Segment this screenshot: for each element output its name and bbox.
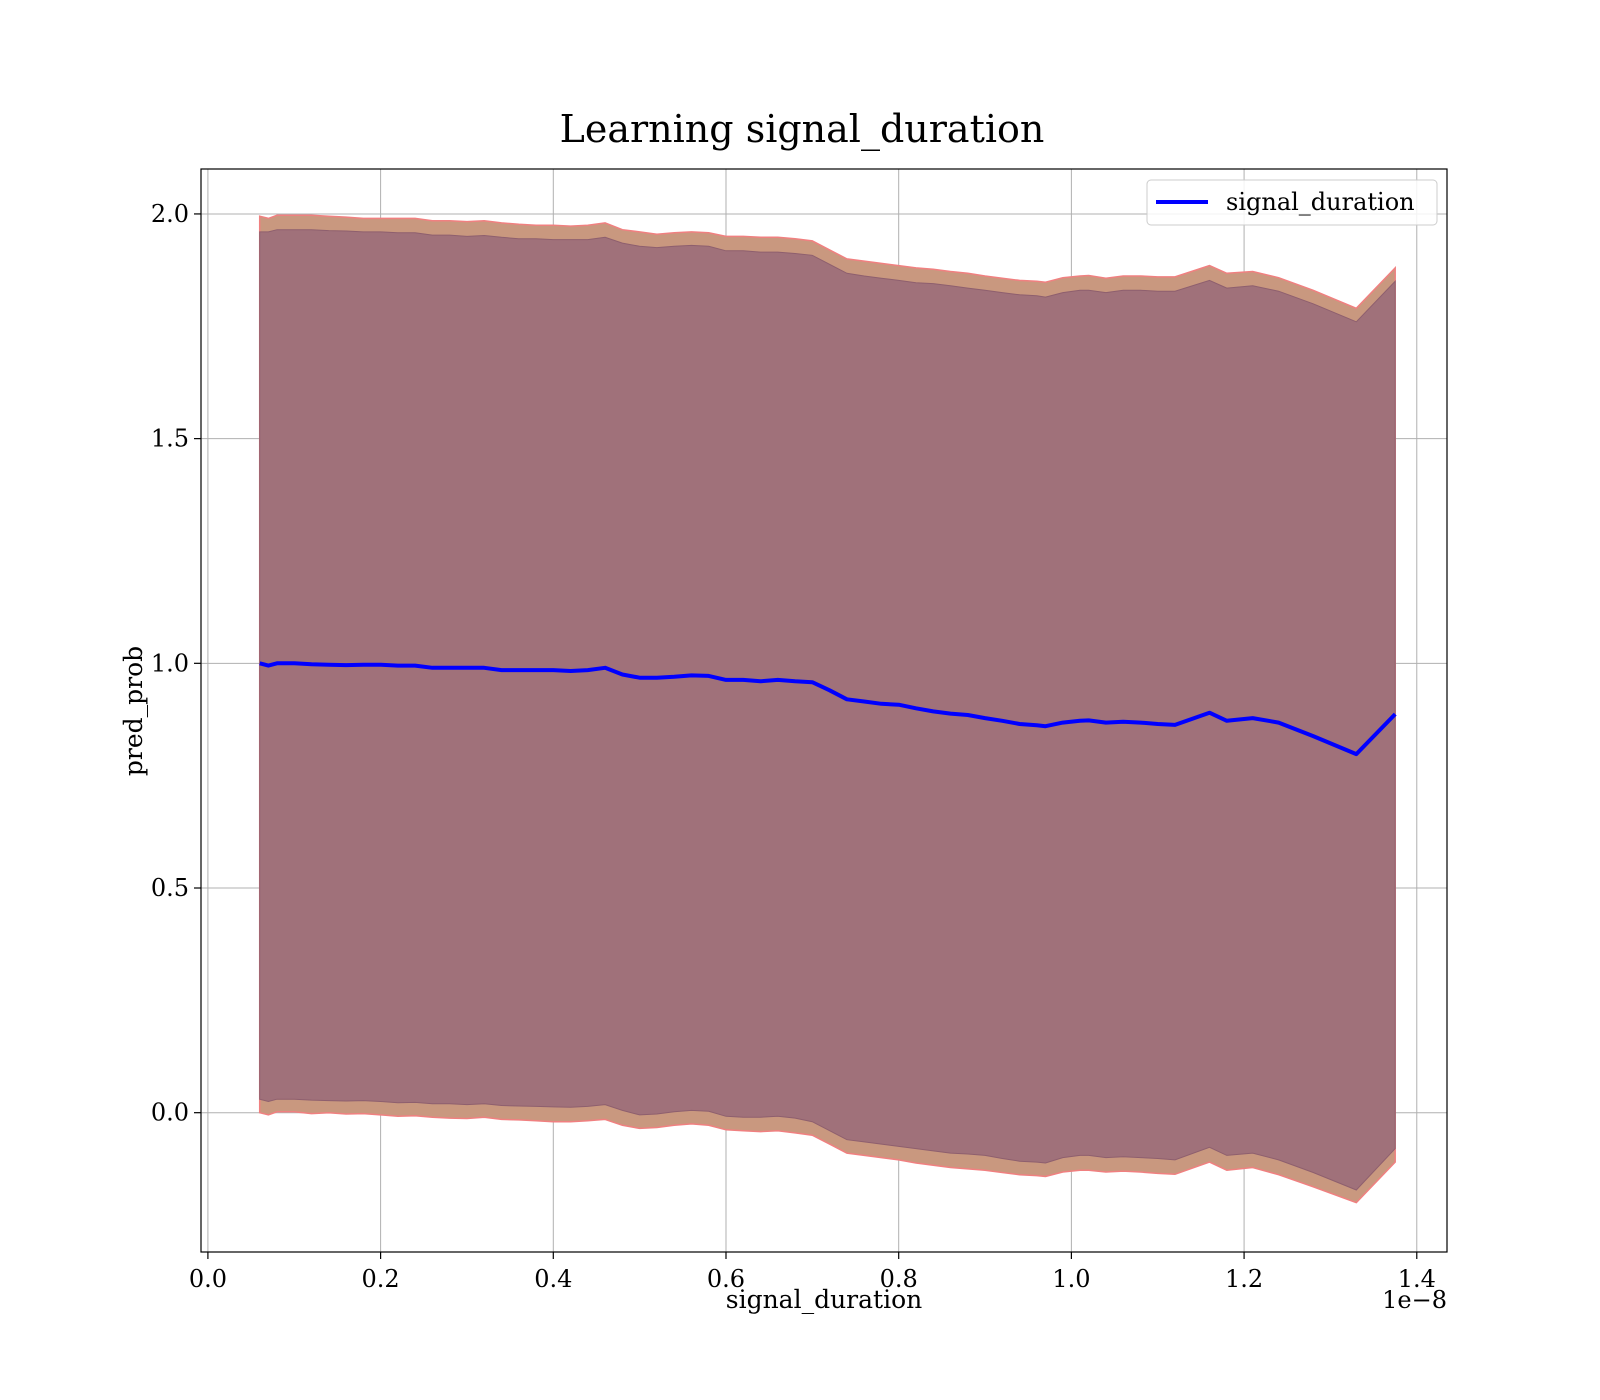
axes-frame xyxy=(200,168,1448,1253)
y-tick-label: 2.0 xyxy=(151,200,189,228)
chart-title: Learning signal_duration xyxy=(560,107,1045,152)
x-tick-label: 1.4 xyxy=(1398,1265,1436,1293)
y-tick-label: 0.0 xyxy=(151,1099,189,1127)
x-axis-label: signal_duration xyxy=(726,1285,922,1314)
y-axis-ticks: 0.0 0.5 1.0 1.5 2.0 xyxy=(151,200,201,1127)
x-axis-ticks: 0.0 0.2 0.4 0.6 0.8 1.0 1.2 1.4 xyxy=(189,1252,1436,1293)
confidence-bands xyxy=(258,214,1396,1204)
y-axis-label: pred_prob xyxy=(119,646,148,776)
plot-area: 0.0 0.2 0.4 0.6 0.8 1.0 1.2 1.4 0.0 0.5 1.0 1.5 2.0 xyxy=(151,168,1448,1293)
x-tick-label: 0.8 xyxy=(880,1265,918,1293)
y-tick-label: 0.5 xyxy=(151,874,189,902)
y-tick-label: 1.5 xyxy=(151,425,189,453)
x-axis-offset-text: 1e−8 xyxy=(1382,1286,1447,1314)
x-tick-label: 1.2 xyxy=(1225,1265,1263,1293)
series-lines xyxy=(259,661,1397,757)
legend-box xyxy=(1146,179,1438,226)
series-line-signal-duration xyxy=(259,661,1397,757)
x-tick-label: 0.6 xyxy=(707,1265,745,1293)
x-tick-label: 0.0 xyxy=(189,1265,227,1293)
inner-band xyxy=(259,229,1396,1191)
legend-label-signal-duration: signal_duration xyxy=(1226,188,1415,216)
legend: signal_duration xyxy=(1146,179,1438,226)
y-tick-label: 1.0 xyxy=(151,649,189,677)
x-tick-label: 1.0 xyxy=(1052,1265,1090,1293)
x-tick-label: 0.4 xyxy=(534,1265,572,1293)
x-tick-label: 0.2 xyxy=(362,1265,400,1293)
